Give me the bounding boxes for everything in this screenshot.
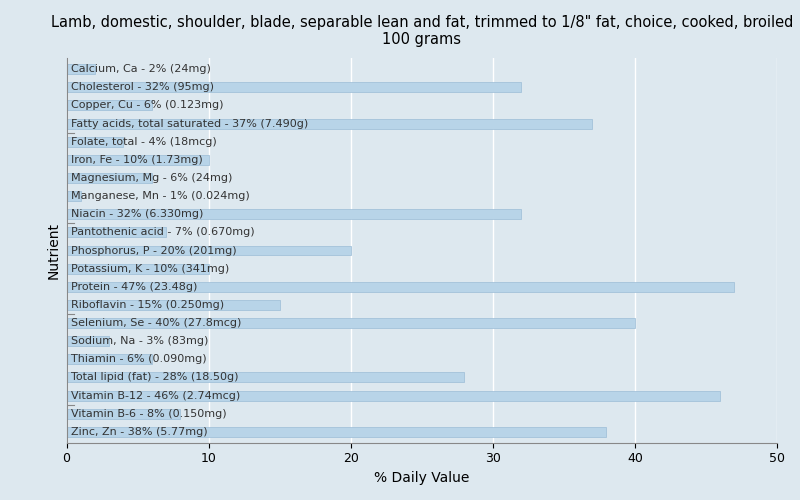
Text: Magnesium, Mg - 6% (24mg): Magnesium, Mg - 6% (24mg)	[71, 173, 232, 183]
Bar	[66, 155, 209, 165]
Bar	[66, 191, 81, 201]
Bar	[66, 336, 109, 346]
Bar	[66, 228, 166, 237]
Text: Total lipid (fat) - 28% (18.50g): Total lipid (fat) - 28% (18.50g)	[71, 372, 238, 382]
Text: Riboflavin - 15% (0.250mg): Riboflavin - 15% (0.250mg)	[71, 300, 224, 310]
Y-axis label: Nutrient: Nutrient	[47, 222, 61, 279]
Bar	[66, 64, 95, 74]
X-axis label: % Daily Value: % Daily Value	[374, 471, 470, 485]
Bar	[66, 82, 522, 92]
Text: Selenium, Se - 40% (27.8mcg): Selenium, Se - 40% (27.8mcg)	[71, 318, 241, 328]
Text: Protein - 47% (23.48g): Protein - 47% (23.48g)	[71, 282, 197, 292]
Text: Vitamin B-12 - 46% (2.74mcg): Vitamin B-12 - 46% (2.74mcg)	[71, 390, 240, 400]
Bar	[66, 427, 606, 437]
Bar	[66, 100, 152, 110]
Bar	[66, 264, 209, 274]
Text: Sodium, Na - 3% (83mg): Sodium, Na - 3% (83mg)	[71, 336, 208, 346]
Bar	[66, 318, 635, 328]
Text: Copper, Cu - 6% (0.123mg): Copper, Cu - 6% (0.123mg)	[71, 100, 223, 110]
Text: Zinc, Zn - 38% (5.77mg): Zinc, Zn - 38% (5.77mg)	[71, 427, 207, 437]
Bar	[66, 173, 152, 183]
Bar	[66, 354, 152, 364]
Bar	[66, 136, 123, 146]
Text: Calcium, Ca - 2% (24mg): Calcium, Ca - 2% (24mg)	[71, 64, 210, 74]
Text: Manganese, Mn - 1% (0.024mg): Manganese, Mn - 1% (0.024mg)	[71, 191, 250, 201]
Title: Lamb, domestic, shoulder, blade, separable lean and fat, trimmed to 1/8" fat, ch: Lamb, domestic, shoulder, blade, separab…	[50, 15, 793, 48]
Text: Cholesterol - 32% (95mg): Cholesterol - 32% (95mg)	[71, 82, 214, 92]
Text: Folate, total - 4% (18mcg): Folate, total - 4% (18mcg)	[71, 136, 217, 146]
Bar	[66, 408, 180, 418]
Text: Vitamin B-6 - 8% (0.150mg): Vitamin B-6 - 8% (0.150mg)	[71, 408, 226, 418]
Text: Phosphorus, P - 20% (201mg): Phosphorus, P - 20% (201mg)	[71, 246, 237, 256]
Bar	[66, 300, 280, 310]
Bar	[66, 210, 522, 219]
Text: Iron, Fe - 10% (1.73mg): Iron, Fe - 10% (1.73mg)	[71, 155, 202, 165]
Text: Potassium, K - 10% (341mg): Potassium, K - 10% (341mg)	[71, 264, 229, 274]
Bar	[66, 390, 720, 400]
Bar	[66, 282, 734, 292]
Bar	[66, 118, 592, 128]
Text: Thiamin - 6% (0.090mg): Thiamin - 6% (0.090mg)	[71, 354, 206, 364]
Bar	[66, 246, 350, 256]
Text: Pantothenic acid - 7% (0.670mg): Pantothenic acid - 7% (0.670mg)	[71, 228, 254, 237]
Text: Niacin - 32% (6.330mg): Niacin - 32% (6.330mg)	[71, 209, 203, 219]
Bar	[66, 372, 465, 382]
Text: Fatty acids, total saturated - 37% (7.490g): Fatty acids, total saturated - 37% (7.49…	[71, 118, 308, 128]
